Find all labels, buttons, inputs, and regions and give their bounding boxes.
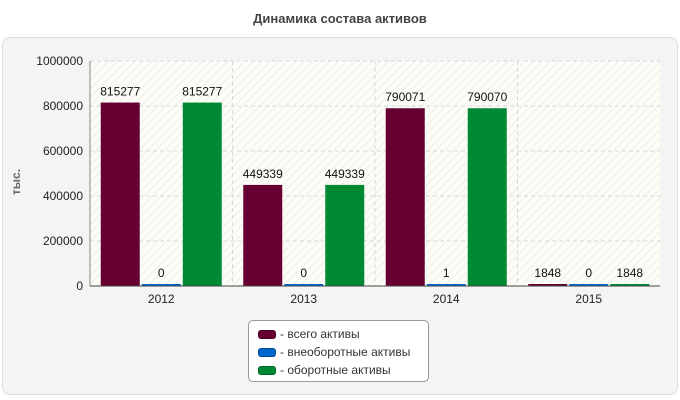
legend-swatch [258,329,276,339]
data-label: 790070 [467,90,507,104]
bar [182,102,222,286]
y-tick-label: 1000000 [36,54,83,68]
legend-label: - оборотные активы [280,363,391,377]
data-label: 815277 [182,85,222,99]
data-label: 0 [585,266,592,280]
bar [284,284,324,286]
data-label: 1848 [534,266,561,280]
data-label: 1848 [616,266,643,280]
data-label: 449339 [325,167,365,181]
legend-swatch [258,347,276,357]
legend-label: - всего активы [280,327,360,341]
legend-label: - внеоборотные активы [280,345,411,359]
y-tick-label: 400000 [43,189,83,203]
bar [610,284,650,286]
bar [426,284,466,286]
bar [385,108,425,286]
data-label: 815277 [100,85,140,99]
legend-item: - внеоборотные активы [258,343,428,361]
legend-swatch [258,365,276,375]
bar [528,284,568,286]
bar [325,184,365,286]
x-tick-label: 2012 [148,292,175,306]
chart-title: Динамика состава активов [253,11,427,26]
data-label: 1 [443,266,450,280]
legend-item: - оборотные активы [258,361,428,379]
y-tick-label: 800000 [43,99,83,113]
data-label: 790071 [385,90,425,104]
y-tick-label: 600000 [43,144,83,158]
data-label: 0 [300,266,307,280]
x-tick-label: 2013 [290,292,317,306]
chart-legend: - всего активы - внеоборотные активы - обо… [248,320,429,382]
legend-item: - всего активы [258,325,428,343]
bar [467,108,507,286]
y-tick-label: 0 [76,279,83,293]
x-tick-label: 2014 [433,292,460,306]
bar [141,284,181,286]
data-label: 0 [158,266,165,280]
x-tick-label: 2015 [575,292,602,306]
bar [243,184,283,286]
data-label: 449339 [243,167,283,181]
y-tick-label: 200000 [43,234,83,248]
bar [100,102,140,286]
bar [569,284,609,286]
